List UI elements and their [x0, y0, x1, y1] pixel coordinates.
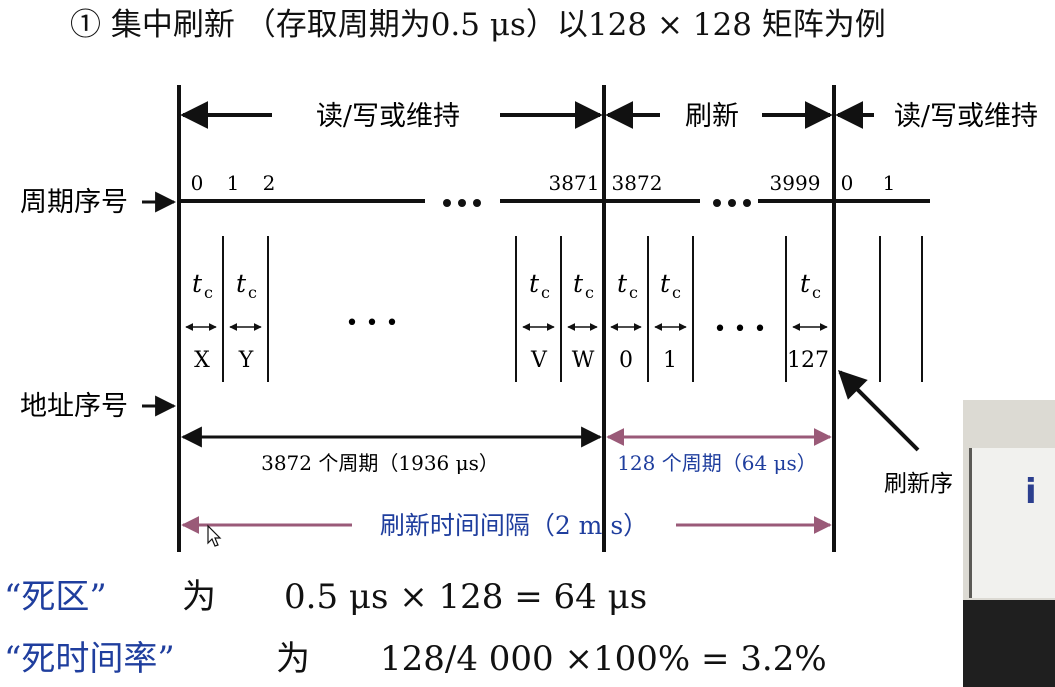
dead-zone-is: 为 — [182, 577, 216, 617]
ellipsis-dot — [743, 199, 751, 207]
ellipsis-dot — [473, 199, 481, 207]
ellipsis-dot — [728, 199, 736, 207]
dead-ratio-label: “死时间率” — [4, 639, 175, 679]
ellipsis-dot — [458, 199, 466, 207]
row-label-cycle: 周期序号 — [20, 187, 128, 218]
address-cell: Y — [238, 348, 254, 373]
dead-zone-label: “死区” — [4, 577, 107, 617]
cycle-number: 1 — [883, 171, 896, 195]
page-title: ① 集中刷新 （存取周期为0.5 μs）以128 × 128 矩阵为例 — [70, 7, 886, 43]
row-label-address: 地址序号 — [20, 391, 128, 422]
refresh-cycles-label: 128 个周期（64 μs） — [617, 451, 817, 475]
mouse-cursor-icon — [207, 524, 222, 547]
cycle-number: 0 — [841, 171, 854, 195]
label-rw2: 读/写或维持 — [894, 101, 1038, 132]
dead-ratio-is: 为 — [276, 639, 310, 679]
pointer-label: 刷新序 — [884, 471, 953, 497]
address-cell: 0 — [619, 348, 633, 373]
address-cell: W — [572, 348, 595, 373]
label-rw1: 读/写或维持 — [316, 101, 460, 132]
dead-ratio-formula: 128/4 000 ×100% = 3.2% — [380, 639, 827, 679]
cycle-number: 1 — [227, 171, 240, 195]
interval-label: 刷新时间间隔（2 m s） — [380, 511, 648, 540]
cycle-number: 2 — [263, 171, 276, 195]
address-cell: 1 — [663, 348, 677, 373]
rw-cycles-label: 3872 个周期（1936 μs） — [261, 451, 499, 475]
cycle-number: 3999 — [770, 171, 821, 195]
cycle-number: 0 — [191, 171, 204, 195]
ellipsis: • • • — [346, 311, 399, 336]
video-inset: i — [963, 400, 1055, 687]
cell-lines — [222, 236, 923, 382]
address-cell: 127 — [787, 348, 829, 373]
ellipsis-dot — [713, 199, 721, 207]
dead-zone-formula: 0.5 μs × 128 = 64 μs — [284, 577, 648, 617]
refresh-pointer-arrow — [838, 370, 920, 452]
ellipsis: • • • — [714, 317, 767, 342]
address-cell: X — [194, 348, 210, 373]
address-cells: X Y V W 0 1 127 — [194, 348, 829, 373]
board-glyph: i — [1025, 472, 1037, 512]
video-board — [969, 448, 1055, 598]
address-cell: V — [530, 348, 548, 373]
video-desk — [963, 600, 1055, 687]
cycle-number: 3872 — [612, 171, 663, 195]
ellipsis-dot — [443, 199, 451, 207]
label-refresh: 刷新 — [685, 101, 739, 132]
cycle-number: 3871 — [549, 171, 600, 195]
